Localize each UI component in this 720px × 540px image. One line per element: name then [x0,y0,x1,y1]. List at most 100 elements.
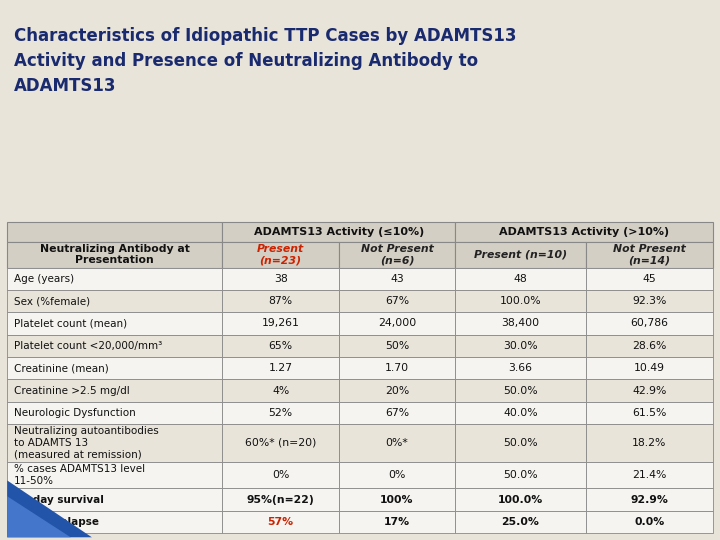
Bar [586,462,713,489]
Bar [7,489,222,511]
Bar [7,290,222,312]
Text: Platelet count <20,000/mm³: Platelet count <20,000/mm³ [14,341,163,351]
Text: 0.0%: 0.0% [634,517,665,527]
Bar [222,222,455,242]
Bar [7,312,222,335]
Bar [455,290,586,312]
Text: Present
(n=23): Present (n=23) [257,244,305,266]
Text: 67%: 67% [385,296,409,306]
Bar [455,489,586,511]
Bar [455,402,586,424]
Text: 40.0%: 40.0% [503,408,538,418]
Bar [586,335,713,357]
Bar [339,268,455,290]
Text: 10.49: 10.49 [634,363,665,373]
Text: 92.3%: 92.3% [632,296,667,306]
Text: 57%: 57% [268,517,294,527]
Bar [455,242,586,268]
Text: 92.9%: 92.9% [630,495,668,505]
Bar [586,489,713,511]
Bar [222,312,339,335]
Bar [455,222,713,242]
Bar [586,511,713,533]
Bar [222,290,339,312]
Bar [339,335,455,357]
Text: 25.0%: 25.0% [502,517,539,527]
Bar [222,380,339,402]
Bar [339,424,455,462]
Bar [7,357,222,380]
Text: 24,000: 24,000 [378,319,416,328]
Text: 0%: 0% [272,470,289,480]
Text: Neutralizing Antibody at
Presentation: Neutralizing Antibody at Presentation [40,244,190,266]
Bar [222,335,339,357]
Text: 21.4%: 21.4% [632,470,667,480]
Bar [7,380,222,402]
Text: 1.27: 1.27 [269,363,292,373]
Text: % cases ADAMTS13 level
11-50%: % cases ADAMTS13 level 11-50% [14,464,145,486]
Text: 100%: 100% [380,495,414,505]
Bar [7,268,222,290]
Bar [7,242,222,268]
Bar [455,462,586,489]
Bar [222,242,339,268]
Text: Age (years): Age (years) [14,274,74,284]
Bar [586,312,713,335]
Bar [455,424,586,462]
Bar [339,290,455,312]
Text: Not Present
(n=14): Not Present (n=14) [613,244,685,266]
Bar [586,290,713,312]
Text: 100.0%: 100.0% [498,495,543,505]
Bar [339,242,455,268]
Bar [222,489,339,511]
Text: 38,400: 38,400 [501,319,539,328]
Text: Neurologic Dysfunction: Neurologic Dysfunction [14,408,136,418]
Text: Present (n=10): Present (n=10) [474,249,567,260]
Text: 43: 43 [390,274,404,284]
Text: 28.6%: 28.6% [632,341,667,351]
Polygon shape [7,481,92,537]
Bar [7,424,222,462]
Text: 17%: 17% [384,517,410,527]
Polygon shape [7,496,71,537]
Text: Neutralizing autoantibodies
to ADAMTS 13
(measured at remission): Neutralizing autoantibodies to ADAMTS 13… [14,426,159,460]
Text: 100.0%: 100.0% [500,296,541,306]
Bar [339,312,455,335]
Bar [455,268,586,290]
Text: 0%: 0% [388,470,406,480]
Bar [586,402,713,424]
Bar [7,462,222,489]
Bar [222,268,339,290]
Bar [222,462,339,489]
Text: 50%: 50% [385,341,409,351]
Bar [586,380,713,402]
Text: 30-day survival: 30-day survival [14,495,104,505]
Text: 0%*: 0%* [386,438,408,448]
Bar [586,424,713,462]
Bar [339,489,455,511]
Text: 61.5%: 61.5% [632,408,667,418]
Bar [339,357,455,380]
Text: Sex (%female): Sex (%female) [14,296,91,306]
Text: 1-year relapse: 1-year relapse [14,517,99,527]
Bar [455,511,586,533]
Bar [339,402,455,424]
Text: 45: 45 [642,274,656,284]
Text: 50.0%: 50.0% [503,438,538,448]
Bar [339,462,455,489]
Text: 1.70: 1.70 [385,363,409,373]
Text: ADAMTS13 Activity (>10%): ADAMTS13 Activity (>10%) [499,227,669,237]
Bar [455,335,586,357]
Text: Characteristics of Idiopathic TTP Cases by ADAMTS13
Activity and Presence of Neu: Characteristics of Idiopathic TTP Cases … [14,27,517,95]
Text: 30.0%: 30.0% [503,341,538,351]
Text: Creatinine (mean): Creatinine (mean) [14,363,109,373]
Bar [339,511,455,533]
Bar [455,357,586,380]
Bar [586,242,713,268]
Text: 42.9%: 42.9% [632,386,667,396]
Text: 19,261: 19,261 [261,319,300,328]
Text: 18.2%: 18.2% [632,438,667,448]
Text: Creatinine >2.5 mg/dl: Creatinine >2.5 mg/dl [14,386,130,396]
Text: 67%: 67% [385,408,409,418]
Bar [586,268,713,290]
